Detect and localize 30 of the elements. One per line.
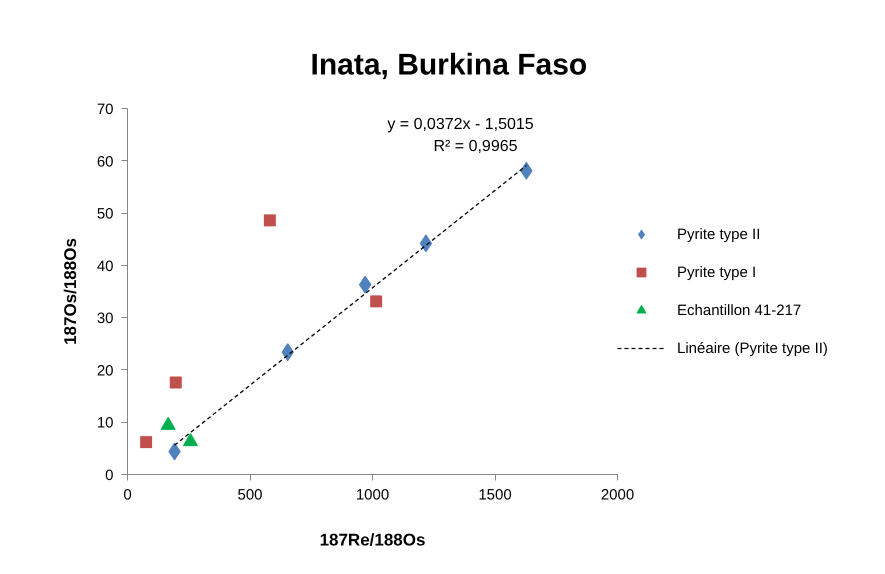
y-tick-label: 10 (96, 414, 114, 432)
point (370, 295, 382, 308)
y-tick-label: 70 (96, 101, 114, 118)
point (420, 234, 432, 252)
point (358, 276, 372, 294)
legend-label: Pyrite type II (677, 226, 760, 242)
x-tick-label: 0 (123, 486, 132, 504)
y-axis-title: 187Os/188Os (60, 238, 80, 345)
point (170, 376, 182, 388)
point (264, 214, 276, 226)
point (168, 442, 181, 460)
x-tick-label: 500 (237, 486, 263, 504)
x-axis-title: 187Re/188Os (320, 530, 426, 550)
legend-label: Linéaire (Pyrite type II) (677, 340, 828, 356)
x-tick-label: 1000 (356, 486, 390, 504)
x-tick-label: 2000 (600, 486, 634, 504)
annotation: y = 0,0372x - 1,5015 (387, 116, 534, 133)
chart-title: Inata, Burkina Faso (310, 48, 588, 82)
y-tick-label: 20 (96, 362, 114, 380)
legend-label: Echantillon 41-217 (677, 302, 802, 318)
y-tick-label: 40 (96, 258, 114, 275)
annotation: R² = 0,9965 (433, 138, 518, 155)
point (520, 162, 533, 180)
y-tick-label: 50 (96, 206, 114, 223)
point (140, 436, 152, 448)
x-tick-label: 1500 (478, 486, 512, 504)
y-tick-label: 30 (96, 310, 114, 328)
y-tick-label: 60 (96, 153, 114, 170)
legend-label: Pyrite type I (677, 264, 756, 280)
y-tick-label: 0 (105, 467, 114, 484)
